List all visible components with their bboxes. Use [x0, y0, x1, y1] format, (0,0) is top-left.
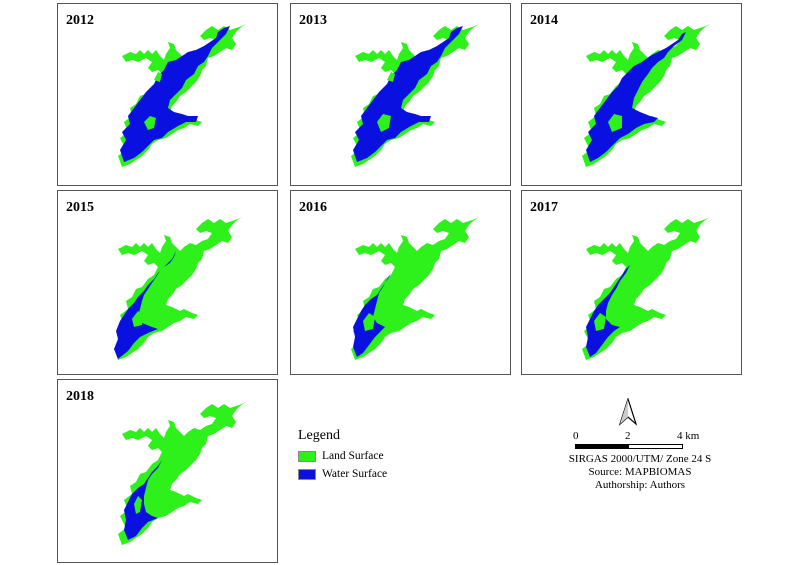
- legend-item-land: Land Surface: [298, 447, 387, 465]
- map-panel-2017: 2017: [521, 190, 742, 375]
- reservoir-map: [114, 217, 242, 360]
- year-label: 2018: [66, 389, 94, 404]
- map-panel-2018: 2018: [57, 379, 278, 563]
- scale-bar: [575, 444, 683, 449]
- projection-text: SIRGAS 2000/UTM/ Zone 24 S: [568, 453, 712, 465]
- map-panel-2016: 2016: [290, 190, 511, 375]
- map-credits: SIRGAS 2000/UTM/ Zone 24 S Source: MAPBI…: [555, 453, 725, 492]
- year-label: 2017: [530, 200, 558, 215]
- legend-item-water: Water Surface: [298, 465, 387, 483]
- map-panel-2013: 2013: [290, 3, 511, 186]
- legend-title: Legend: [298, 428, 340, 443]
- reservoir-map: [582, 24, 710, 167]
- reservoir-map: [351, 24, 479, 167]
- reservoir-map: [118, 24, 246, 167]
- land-swatch: [298, 450, 316, 462]
- year-label: 2014: [530, 13, 558, 28]
- year-label: 2013: [299, 13, 327, 28]
- map-panel-2012: 2012: [57, 3, 278, 186]
- year-label: 2015: [66, 200, 94, 215]
- reservoir-map: [582, 217, 710, 360]
- map-panel-2015: 2015: [57, 190, 278, 375]
- north-arrow-icon: [618, 398, 638, 426]
- year-label: 2016: [299, 200, 327, 215]
- year-label: 2012: [66, 13, 94, 28]
- reservoir-map: [118, 402, 246, 545]
- scale-label-4km: 4 km: [677, 430, 700, 442]
- legend-label: Water Surface: [322, 468, 388, 480]
- water-swatch: [298, 468, 316, 480]
- scale-labels: 0 2 4 km: [555, 430, 725, 444]
- authorship-text: Authorship: Authors: [594, 479, 686, 491]
- map-panel-2014: 2014: [521, 3, 742, 186]
- legend-label: Land Surface: [322, 450, 384, 462]
- map-info-block: 0 2 4 km SIRGAS 2000/UTM/ Zone 24 S Sour…: [555, 398, 725, 492]
- reservoir-map: [351, 217, 479, 360]
- map-legend: Legend Land Surface Water Surface: [298, 428, 387, 483]
- scale-label-0: 0: [573, 430, 579, 442]
- source-text: Source: MAPBIOMAS: [588, 466, 692, 478]
- scale-label-2: 2: [625, 430, 631, 442]
